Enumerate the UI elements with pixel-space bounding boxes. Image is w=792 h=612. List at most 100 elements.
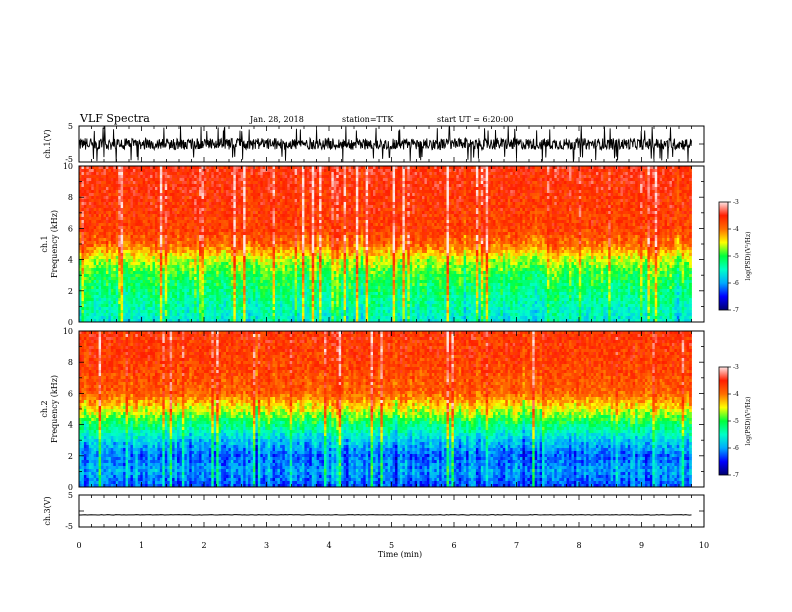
spectrogram-cell <box>464 193 467 196</box>
spectrogram-cell <box>273 196 276 199</box>
spectrogram-cell <box>581 184 584 187</box>
spectrogram-cell <box>415 172 418 175</box>
spectrogram-cell <box>231 193 234 196</box>
spectrogram-cell <box>331 190 334 193</box>
spectrogram-cell <box>640 214 643 217</box>
spectrogram-cell <box>432 205 435 208</box>
spectrogram-cell <box>123 166 126 169</box>
spectrogram-cell <box>153 214 156 217</box>
spectrogram-cell <box>104 184 107 187</box>
spectrogram-cell <box>344 181 347 184</box>
spectrogram-cell <box>677 214 680 217</box>
spectrogram-cell <box>317 211 320 214</box>
spectrogram-cell <box>505 202 508 205</box>
spectrogram-cell <box>290 184 293 187</box>
spectrogram-cell <box>187 166 190 169</box>
spectrogram-cell <box>160 169 163 172</box>
spectrogram-cell <box>121 196 124 199</box>
spectrogram-cell <box>157 211 160 214</box>
spectrogram-cell <box>287 184 290 187</box>
spectrogram-cell <box>167 187 170 190</box>
spectrogram-cell <box>498 184 501 187</box>
spectrogram-cell <box>407 202 410 205</box>
spectrogram-cell <box>398 184 401 187</box>
spectrogram-cell <box>312 193 315 196</box>
spectrogram-cell <box>317 175 320 178</box>
spectrogram-cell <box>302 205 305 208</box>
spectrogram-cell <box>116 205 119 208</box>
spectrogram-cell <box>84 175 87 178</box>
spectrogram-cell <box>375 178 378 181</box>
spectrogram-cell <box>635 187 638 190</box>
spectrogram-cell <box>363 205 366 208</box>
spectrogram-cell <box>130 181 133 184</box>
spectrogram-cell <box>290 193 293 196</box>
spectrogram-cell <box>268 202 271 205</box>
spectrogram-cell <box>126 175 129 178</box>
spectrogram-cell <box>197 199 200 202</box>
spectrogram-cell <box>358 175 361 178</box>
spectrogram-cell <box>522 175 525 178</box>
spectrogram-cell <box>371 202 374 205</box>
spectrogram-cell <box>336 175 339 178</box>
spectrogram-cell <box>633 202 636 205</box>
spectrogram-cell <box>126 181 129 184</box>
spectrogram-cell <box>525 211 528 214</box>
spectrogram-cell <box>104 217 107 220</box>
spectrogram-cell <box>290 214 293 217</box>
spectrogram-cell <box>603 184 606 187</box>
spectrogram-cell <box>608 190 611 193</box>
spectrogram-cell <box>368 187 371 190</box>
spectrogram-cell <box>214 220 217 223</box>
spectrogram-cell <box>674 214 677 217</box>
spectrogram-cell <box>160 172 163 175</box>
spectrogram-cell <box>613 202 616 205</box>
spectrogram-cell <box>177 184 180 187</box>
spectrogram-cell <box>674 175 677 178</box>
spectrogram-cell <box>160 217 163 220</box>
spectrogram-cell <box>576 196 579 199</box>
spectrogram-cell <box>319 184 322 187</box>
spectrogram-cell <box>545 196 548 199</box>
spectrogram-cell <box>493 172 496 175</box>
spectrogram-cell <box>508 190 511 193</box>
spectrogram-cell <box>491 208 494 211</box>
spectrogram-cell <box>459 169 462 172</box>
spectrogram-cell <box>454 220 457 223</box>
spectrogram-cell <box>248 193 251 196</box>
spectrogram-cell <box>130 199 133 202</box>
spectrogram-cell <box>336 169 339 172</box>
spectrogram-cell <box>407 169 410 172</box>
spectrogram-cell <box>162 202 165 205</box>
spectrogram-cell <box>574 181 577 184</box>
spectrogram-cell <box>437 199 440 202</box>
spectrogram-cell <box>395 184 398 187</box>
spectrogram-cell <box>557 196 560 199</box>
spectrogram-cell <box>576 181 579 184</box>
spectrogram-cell <box>522 190 525 193</box>
spectrogram-cell <box>371 208 374 211</box>
spectrogram-cell <box>569 172 572 175</box>
spectrogram-cell <box>412 172 415 175</box>
spectrogram-cell <box>429 178 432 181</box>
spectrogram-cell <box>618 202 621 205</box>
spectrogram-cell <box>522 196 525 199</box>
spectrogram-cell <box>302 193 305 196</box>
spectrogram-cell <box>442 199 445 202</box>
spectrogram-cell <box>483 181 486 184</box>
spectrogram-cell <box>464 214 467 217</box>
spectrogram-cell <box>628 172 631 175</box>
spectrogram-cell <box>268 175 271 178</box>
spectrogram-cell <box>395 181 398 184</box>
spectrogram-cell <box>282 211 285 214</box>
spectrogram-cell <box>488 166 491 169</box>
spectrogram-cell <box>236 178 239 181</box>
spectrogram-cell <box>295 208 298 211</box>
spectrogram-cell <box>390 196 393 199</box>
spectrogram-cell <box>459 220 462 223</box>
spectrogram-cell <box>424 190 427 193</box>
spectrogram-cell <box>488 214 491 217</box>
spectrogram-cell <box>643 202 646 205</box>
spectrogram-cell <box>380 181 383 184</box>
spectrogram-cell <box>268 196 271 199</box>
